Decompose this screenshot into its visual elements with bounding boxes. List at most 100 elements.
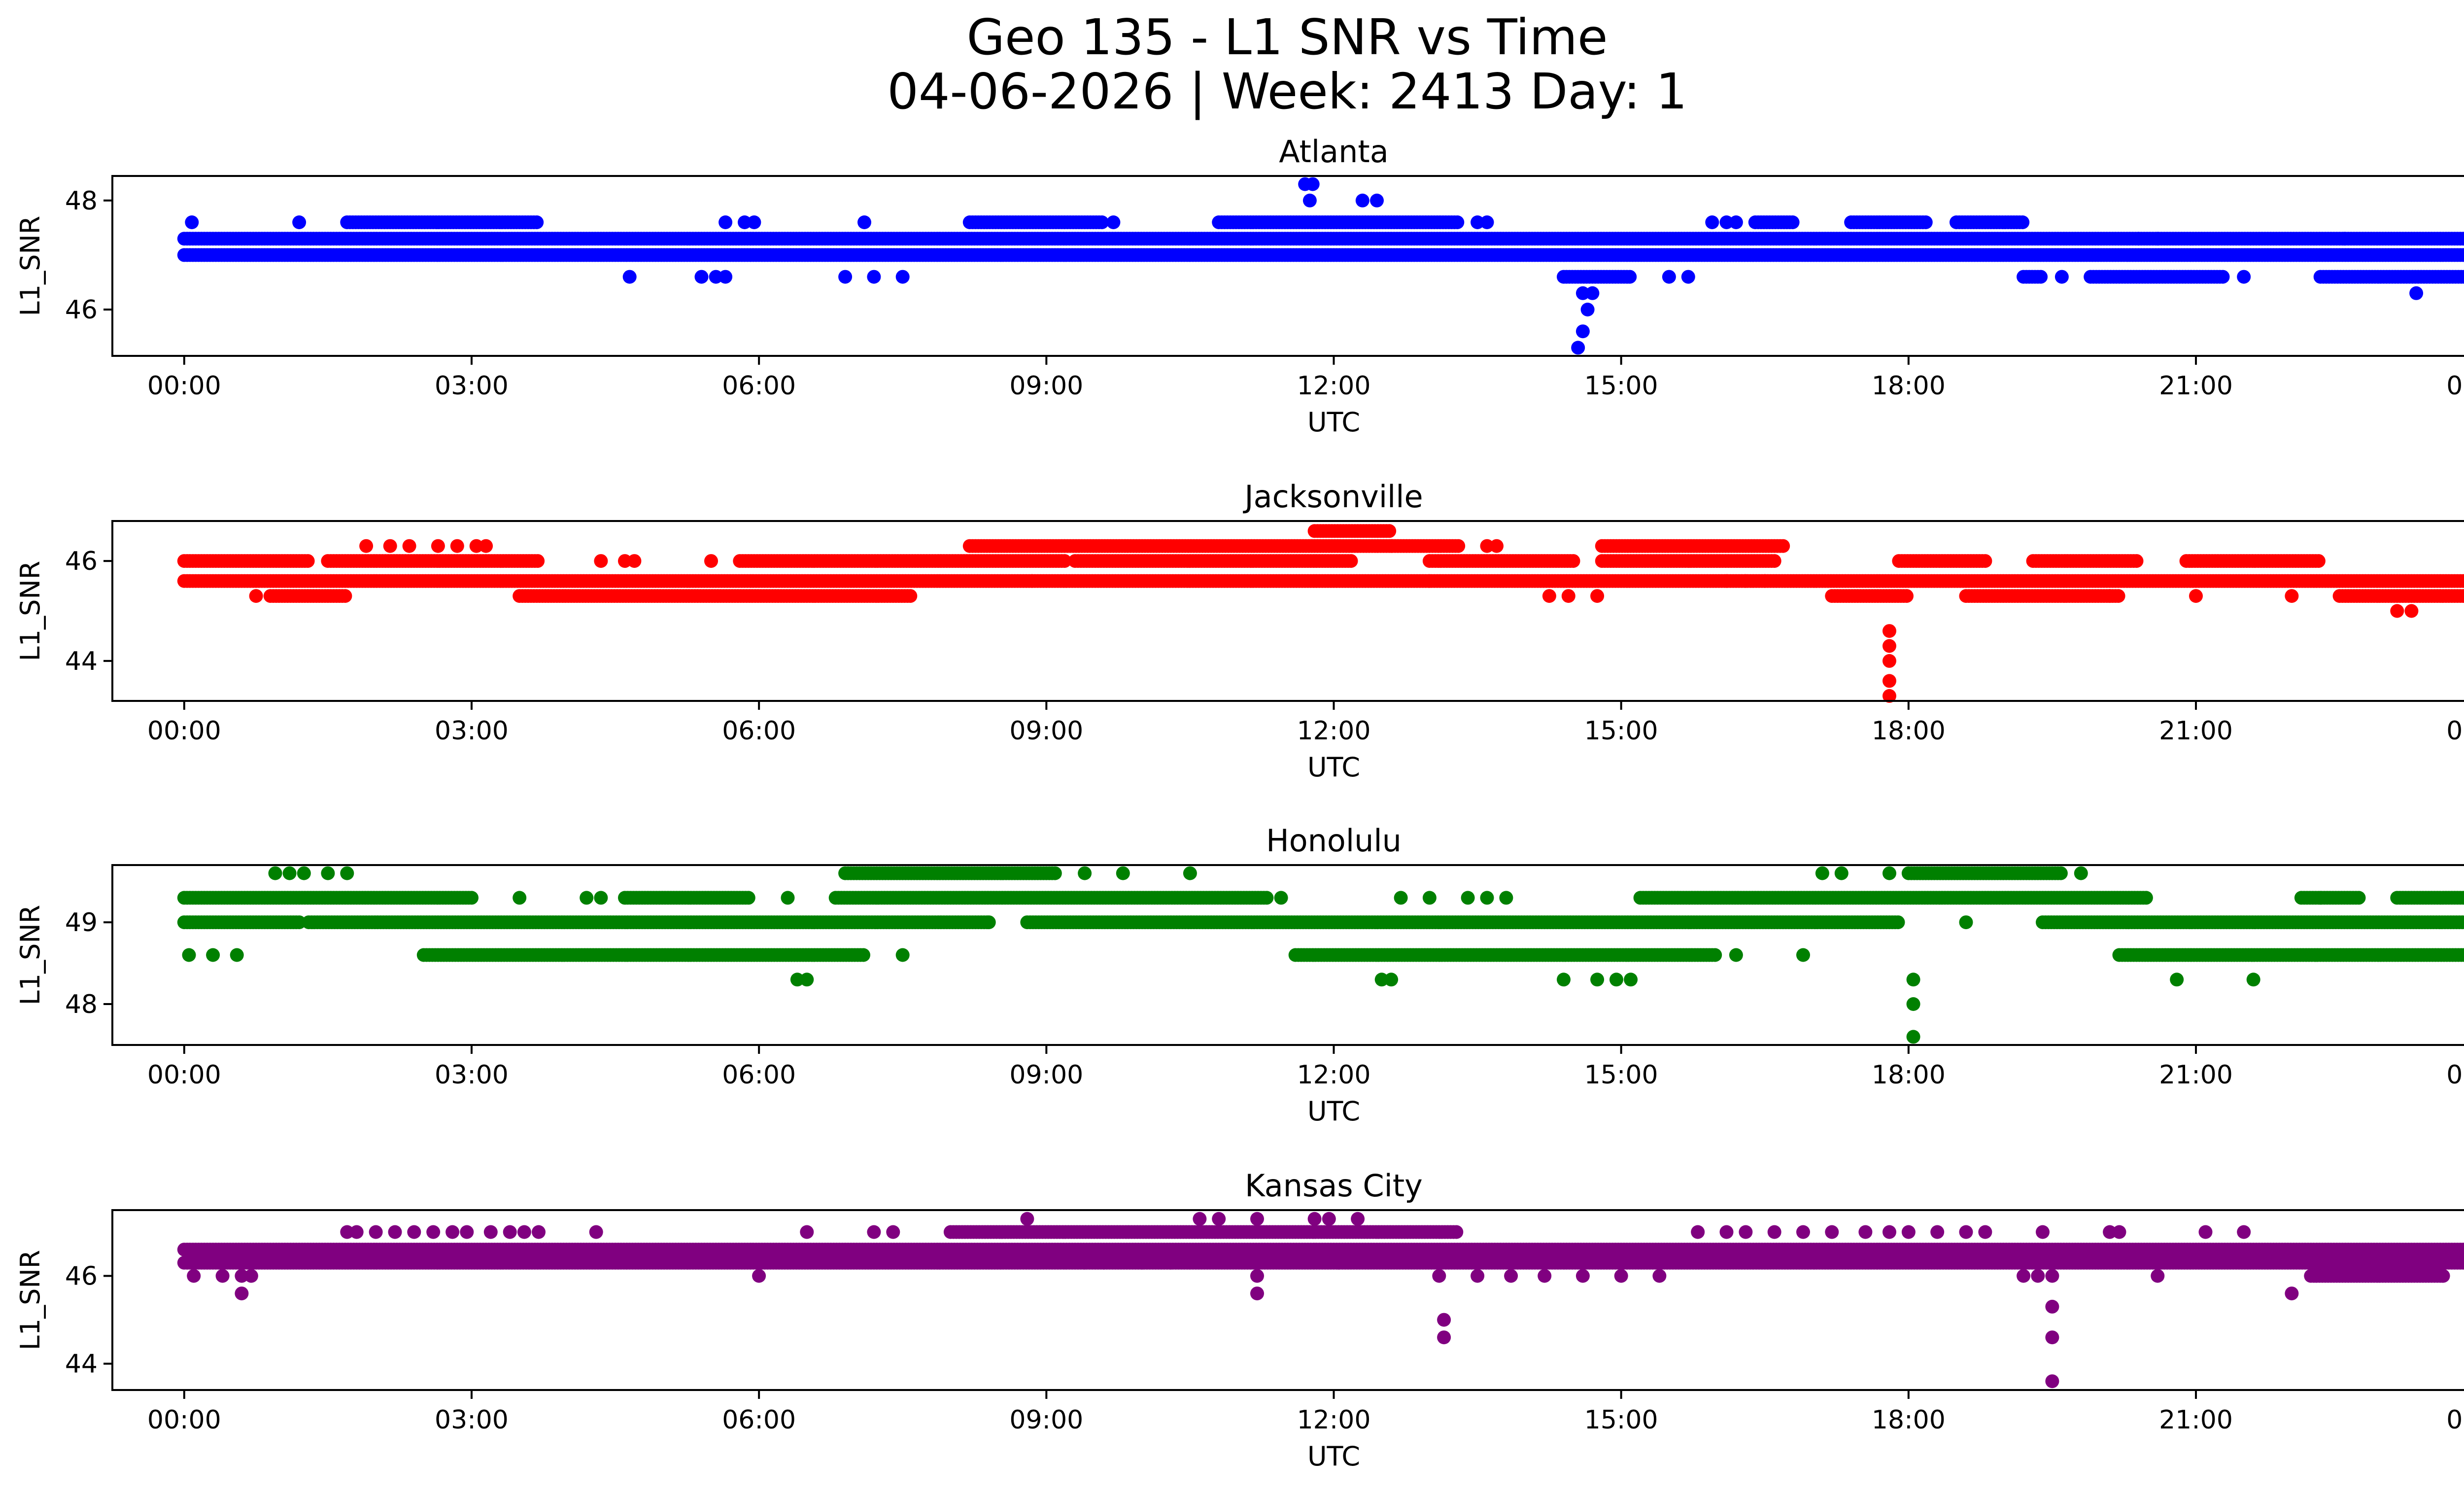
data-point: [402, 539, 416, 553]
data-point: [479, 539, 493, 553]
data-point: [383, 539, 397, 553]
data-point: [338, 589, 352, 603]
x-tick-label: 00:00: [147, 371, 221, 401]
data-point: [1450, 215, 1465, 229]
data-point: [1344, 554, 1358, 568]
figure-title-line2: 04-06-2026 | Week: 2413 Day: 1: [887, 63, 1687, 120]
x-tick-label: 06:00: [722, 716, 796, 746]
x-tick-label: 18:00: [1872, 371, 1946, 401]
data-point: [1355, 193, 1369, 208]
data-point: [1302, 193, 1317, 208]
figure-title-line1: Geo 135 - L1 SNR vs Time: [967, 8, 1608, 66]
data-point: [2216, 270, 2230, 284]
data-point: [1490, 539, 1504, 553]
data-point: [1705, 215, 1719, 229]
data-point: [292, 215, 307, 229]
data-point: [2016, 215, 2030, 229]
x-tick-label: 15:00: [1584, 371, 1658, 401]
data-point: [1580, 303, 1595, 316]
data-point: [2151, 232, 2165, 246]
data-point: [1305, 177, 1320, 191]
data-point: [741, 891, 755, 905]
data-point: [465, 891, 479, 905]
data-point: [2390, 604, 2404, 618]
data-point: [622, 270, 637, 284]
data-point: [1662, 270, 1676, 284]
y-tick-label: 48: [65, 186, 98, 216]
scatter-series: [177, 177, 2464, 355]
data-point: [1451, 539, 1466, 553]
data-point: [249, 589, 263, 603]
y-axis-label: L1_SNR: [15, 216, 46, 316]
data-point: [1758, 574, 1772, 588]
data-point: [359, 539, 374, 553]
x-tick-label: 06:00: [722, 371, 796, 401]
data-point: [694, 270, 709, 284]
data-point: [1623, 270, 1637, 284]
data-point: [2459, 232, 2464, 245]
data-point: [2409, 286, 2424, 300]
data-point: [867, 270, 881, 284]
y-tick-label: 44: [65, 647, 98, 676]
x-tick-label: 09:00: [1009, 716, 1083, 746]
data-point: [1739, 574, 1753, 588]
data-point: [2462, 234, 2464, 243]
data-point: [1575, 324, 1590, 339]
data-point: [531, 554, 545, 568]
data-point: [450, 539, 464, 553]
data-point: [1882, 674, 1896, 688]
data-point: [2034, 270, 2048, 284]
data-point: [1891, 915, 1905, 930]
data-point: [2129, 554, 2144, 568]
x-tick-label: 03:00: [435, 371, 509, 401]
data-point: [2131, 232, 2146, 246]
data-point: [903, 589, 918, 603]
x-tick-label: 03:00: [435, 716, 509, 746]
data-point: [1370, 193, 1384, 208]
data-point: [1571, 341, 1585, 355]
data-point: [747, 215, 761, 229]
data-point: [627, 554, 642, 568]
x-axis-label: UTC: [1307, 407, 1360, 438]
data-point: [1382, 524, 1397, 538]
data-point: [1585, 286, 1600, 300]
data-point: [1542, 589, 1556, 603]
data-point: [719, 215, 733, 229]
data-point: [2189, 589, 2203, 603]
data-point: [1681, 270, 1695, 284]
data-point: [530, 215, 544, 229]
y-axis-label: L1_SNR: [15, 561, 46, 661]
data-point: [1767, 554, 1781, 568]
data-point: [1106, 215, 1121, 229]
x-axis-label: UTC: [1307, 752, 1360, 783]
data-point: [895, 270, 910, 284]
data-point: [431, 539, 445, 553]
data-point: [1422, 574, 1437, 588]
subplot-title: Atlanta: [1279, 134, 1388, 170]
x-tick-label: 00:00: [2446, 371, 2464, 401]
x-tick-label: 00:00: [2446, 716, 2464, 746]
data-point: [2054, 270, 2069, 284]
data-point: [1729, 215, 1743, 229]
data-point: [1978, 554, 1992, 568]
data-point: [185, 215, 199, 229]
y-tick-label: 46: [65, 547, 98, 576]
x-tick-label: 15:00: [1584, 716, 1658, 746]
data-point: [1719, 574, 1734, 588]
data-point: [1882, 654, 1896, 668]
data-point: [2237, 270, 2251, 284]
data-point: [1776, 539, 1790, 553]
data-point: [1384, 539, 1399, 553]
x-tick-label: 21:00: [2159, 371, 2233, 401]
data-point: [857, 215, 871, 229]
data-point: [1566, 554, 1580, 568]
data-point: [1025, 574, 1039, 588]
data-point: [1918, 215, 1933, 229]
x-tick-label: 12:00: [1297, 716, 1371, 746]
data-point: [2337, 232, 2352, 246]
data-point: [838, 270, 853, 284]
data-point: [1882, 624, 1896, 638]
x-tick-label: 18:00: [1872, 716, 1946, 746]
